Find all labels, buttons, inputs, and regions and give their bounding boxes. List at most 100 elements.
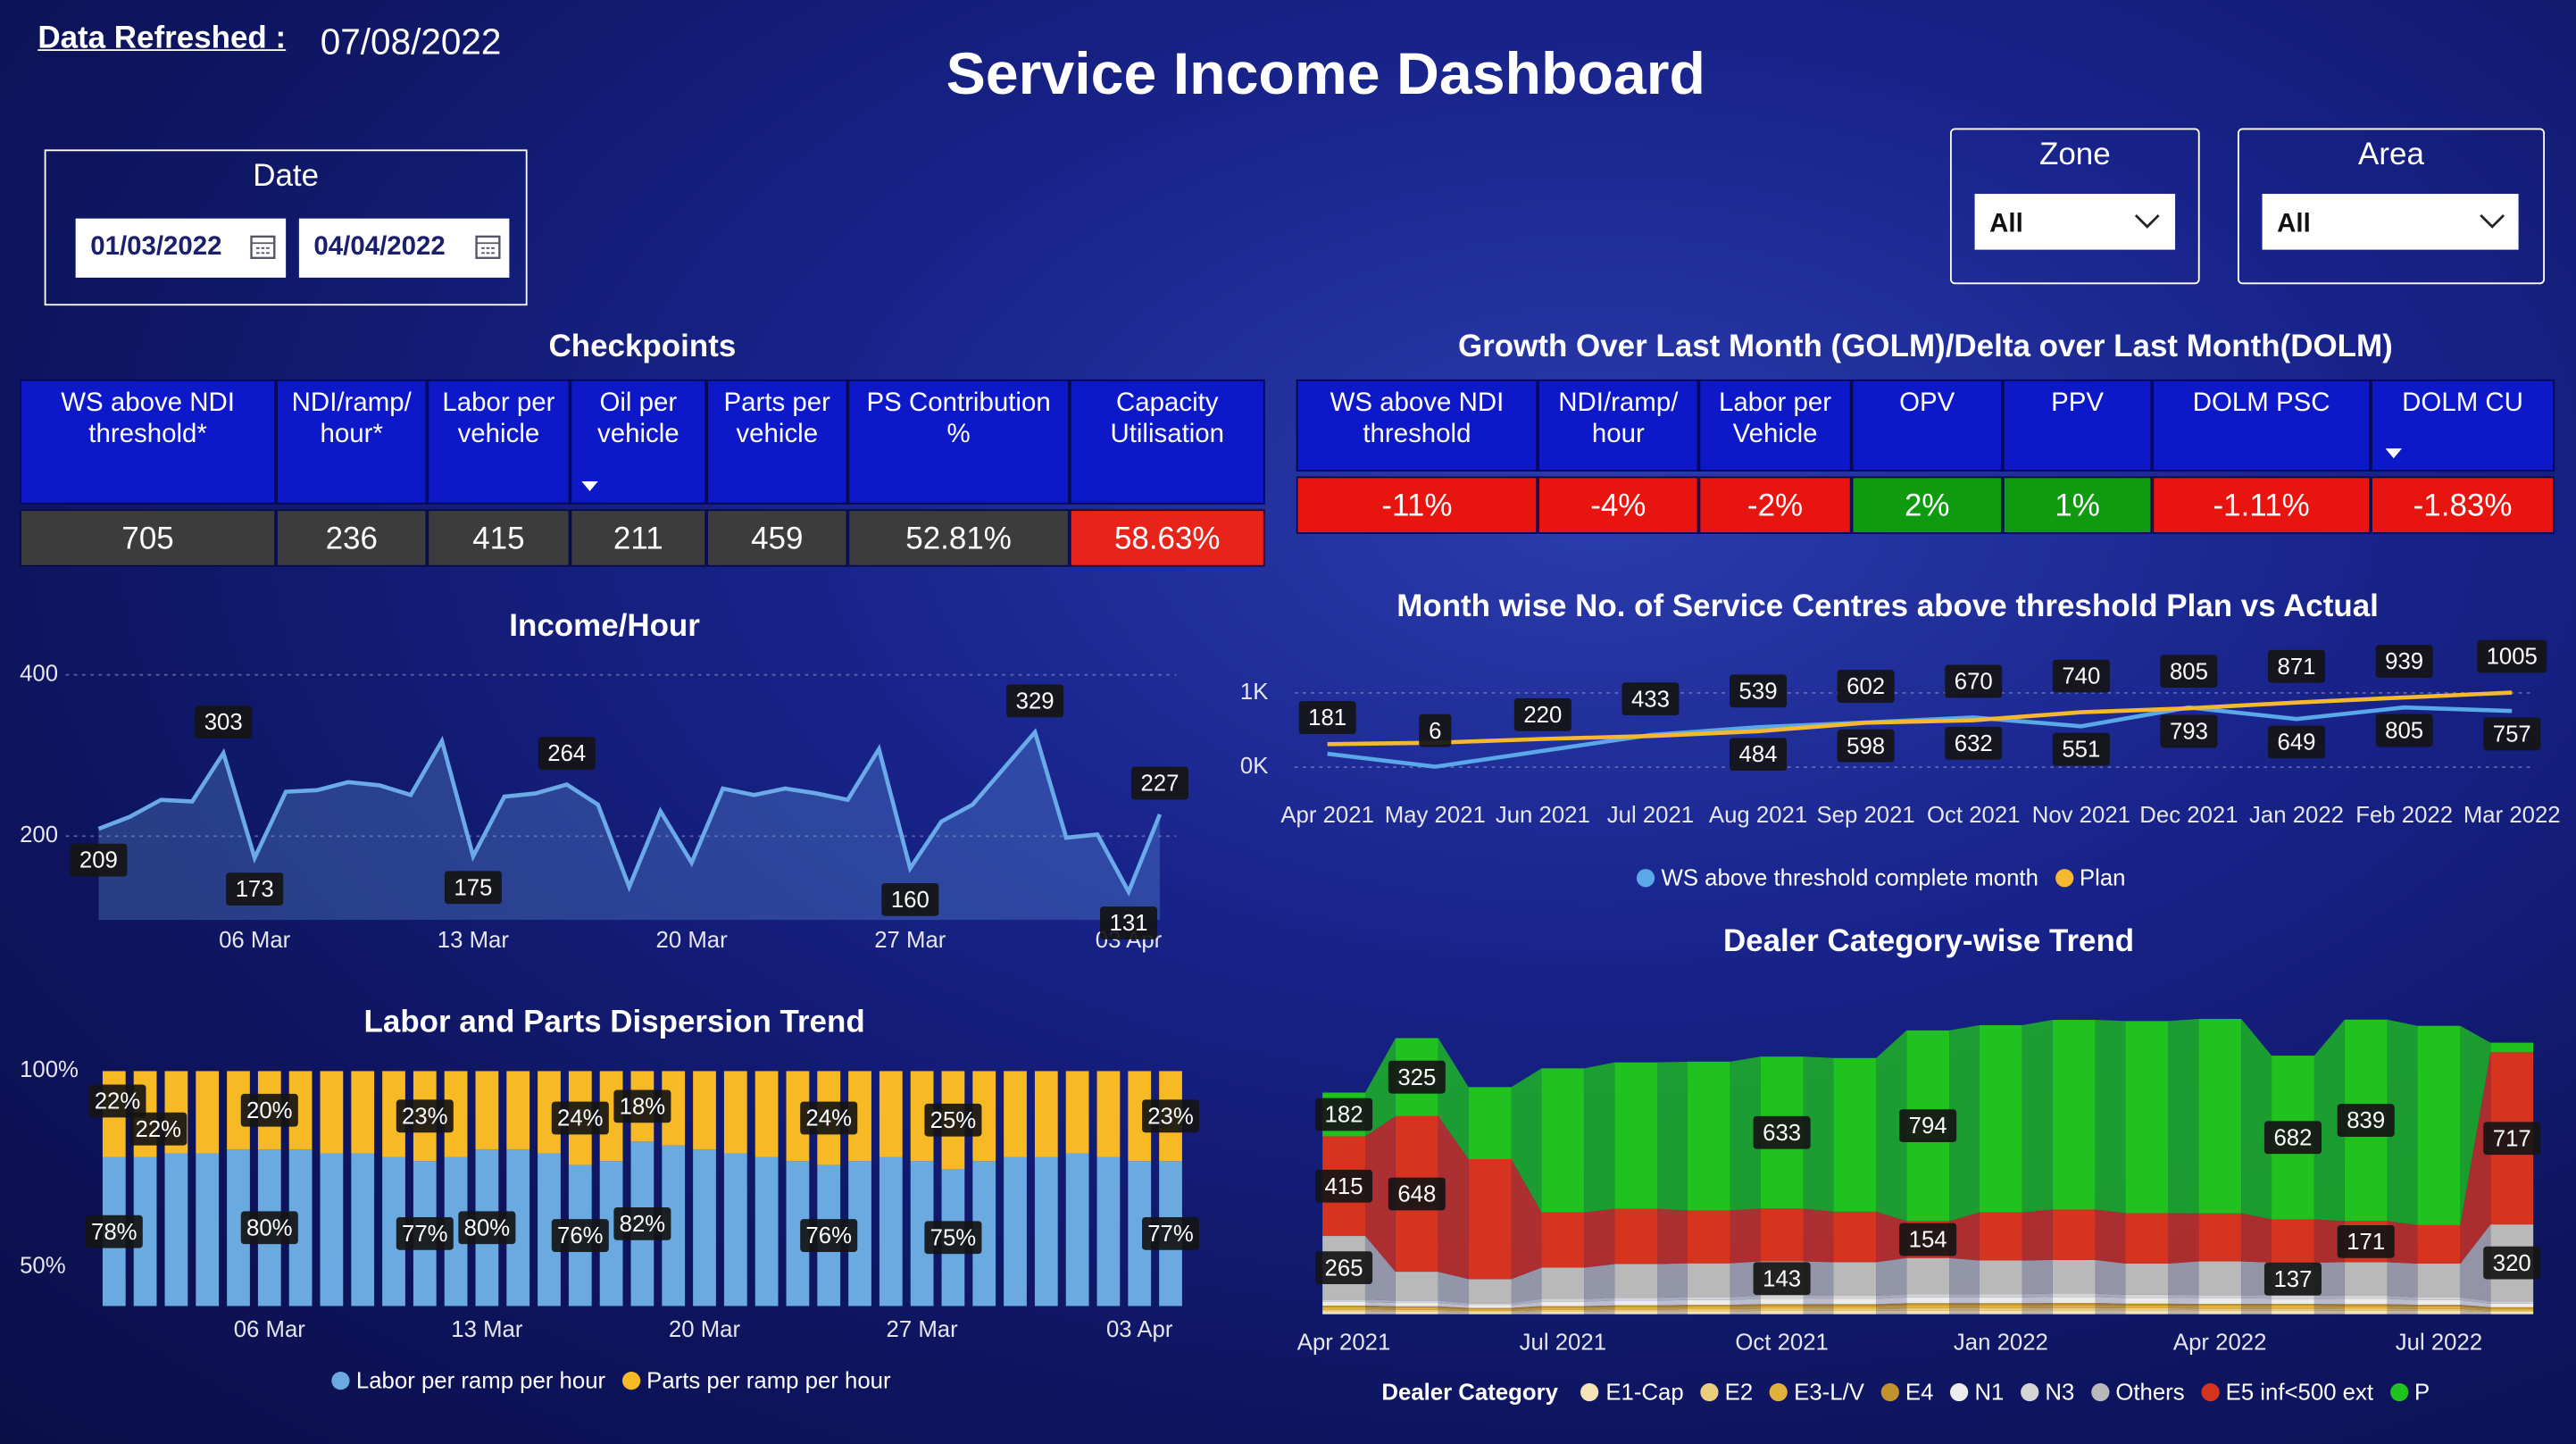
ribbon (1876, 1294, 1907, 1299)
ribbon-column (1468, 1310, 1512, 1313)
legend-swatch (621, 1371, 640, 1390)
data-label-box (88, 1084, 146, 1118)
ribbon (1657, 1311, 1688, 1315)
ribbon (1876, 1303, 1907, 1306)
ribbon-column (2490, 1308, 2534, 1311)
data-label-box (1621, 682, 1680, 716)
chart-title: Income/Hour (509, 608, 700, 643)
data-label-box (2160, 714, 2218, 748)
ribbon (1730, 1298, 1761, 1306)
bar-segment (1034, 1156, 1058, 1306)
ribbon (1876, 1257, 1907, 1296)
x-tick-label: Jun 2021 (1496, 803, 1590, 828)
x-tick-label: Jan 2022 (1954, 1331, 2048, 1356)
date-to[interactable]: 04/04/2022 (298, 218, 510, 278)
data-label: 633 (1763, 1121, 1801, 1146)
data-label: 717 (2493, 1126, 2531, 1151)
ribbon (1949, 1297, 1980, 1304)
ribbon-column (2052, 1297, 2096, 1304)
data-label: 173 (236, 877, 274, 902)
bar-segment (196, 1153, 220, 1306)
legend-item: E1-Cap (1580, 1378, 1684, 1405)
line (1327, 705, 2513, 769)
ribbon-column (1760, 1310, 1804, 1315)
data-label-box (1730, 674, 1788, 708)
zone-filter (1949, 128, 2200, 285)
ribbon (1657, 1306, 1688, 1310)
ribbon (2022, 1305, 2053, 1308)
ribbon-column (2417, 1305, 2461, 1306)
bar-segment (320, 1071, 344, 1154)
legend-item: Labor per ramp per hour (331, 1367, 605, 1393)
data-label: 264 (547, 741, 586, 766)
ribbon (1364, 1115, 1396, 1273)
ribbon (1730, 1056, 1761, 1211)
ribbon (1584, 1306, 1615, 1310)
ribbon-column (1614, 1062, 1658, 1209)
date-label: Date (253, 159, 320, 195)
x-tick-label: 03 Apr (1106, 1317, 1173, 1342)
y-tick-label: 50% (20, 1253, 66, 1278)
data-label: 76% (805, 1223, 852, 1248)
date-from[interactable]: 01/03/2022 (75, 218, 287, 278)
legend-item: E4 (1880, 1378, 1933, 1405)
data-label-box (613, 1089, 671, 1123)
data-label-box (1130, 766, 1188, 800)
ribbon-column (1468, 1309, 1512, 1311)
sort-icon[interactable] (581, 480, 598, 492)
bar-segment (320, 1153, 344, 1306)
ribbon-column (2490, 1303, 2534, 1307)
x-tick-label: 20 Mar (656, 928, 729, 953)
ribbon-column (1760, 1298, 1804, 1305)
data-label: 182 (1325, 1103, 1363, 1128)
ribbon-column (2052, 1307, 2096, 1311)
ribbon-column (1614, 1298, 1658, 1301)
ribbon (2460, 1224, 2491, 1302)
ribbon (1438, 1309, 1469, 1313)
ribbon (2022, 1310, 2053, 1315)
data-label: 24% (805, 1106, 852, 1131)
ribbon (2022, 1209, 2053, 1261)
data-label: 23% (1147, 1104, 1194, 1129)
ribbon (1949, 1212, 1980, 1261)
ribbon (1876, 1310, 1907, 1315)
data-label: 740 (2062, 664, 2100, 689)
ribbon-column (2417, 1306, 2461, 1309)
data-label: 794 (1909, 1114, 1947, 1139)
ribbon (2095, 1297, 2126, 1304)
ribbon (1657, 1061, 1688, 1211)
table-header: OPV (1851, 379, 2003, 472)
area-label: Area (2358, 138, 2424, 173)
data-label-box (2477, 639, 2547, 673)
data-label-box (2337, 1104, 2395, 1137)
data-label-box (1899, 1109, 1957, 1143)
data-label-box (1945, 726, 2003, 760)
data-label-box (240, 1093, 298, 1127)
ribbon-column (2344, 1298, 2388, 1305)
ribbon-column (1687, 1061, 1730, 1211)
ribbon-column (1395, 1272, 1438, 1301)
x-tick-label: Oct 2021 (1735, 1331, 1829, 1356)
ribbon-column (2344, 1304, 2388, 1306)
bar-segment (754, 1156, 779, 1306)
area-dropdown[interactable]: All (2262, 194, 2519, 250)
ribbon (2241, 1295, 2272, 1299)
ribbon (1730, 1261, 1761, 1298)
legend-item: P (2389, 1378, 2430, 1405)
x-tick-label: May 2021 (1385, 803, 1486, 828)
bar-segment (693, 1149, 716, 1306)
table-value: 705 (20, 509, 277, 567)
ribbon (2387, 1019, 2418, 1225)
data-label: 303 (204, 710, 243, 735)
ribbon (1438, 1306, 1469, 1310)
ribbon-column (2125, 1305, 2169, 1308)
legend-item: Parts per ramp per hour (621, 1367, 891, 1393)
data-label-box (1388, 1177, 1446, 1211)
ribbon-column (2417, 1308, 2461, 1311)
data-label-box (2337, 1224, 2395, 1258)
data-label-box (1945, 664, 2003, 698)
sort-icon[interactable] (2385, 448, 2402, 459)
x-tick-label: Jul 2021 (1520, 1331, 1606, 1356)
ribbon (1438, 1272, 1469, 1304)
ribbon-column (2125, 1303, 2169, 1306)
